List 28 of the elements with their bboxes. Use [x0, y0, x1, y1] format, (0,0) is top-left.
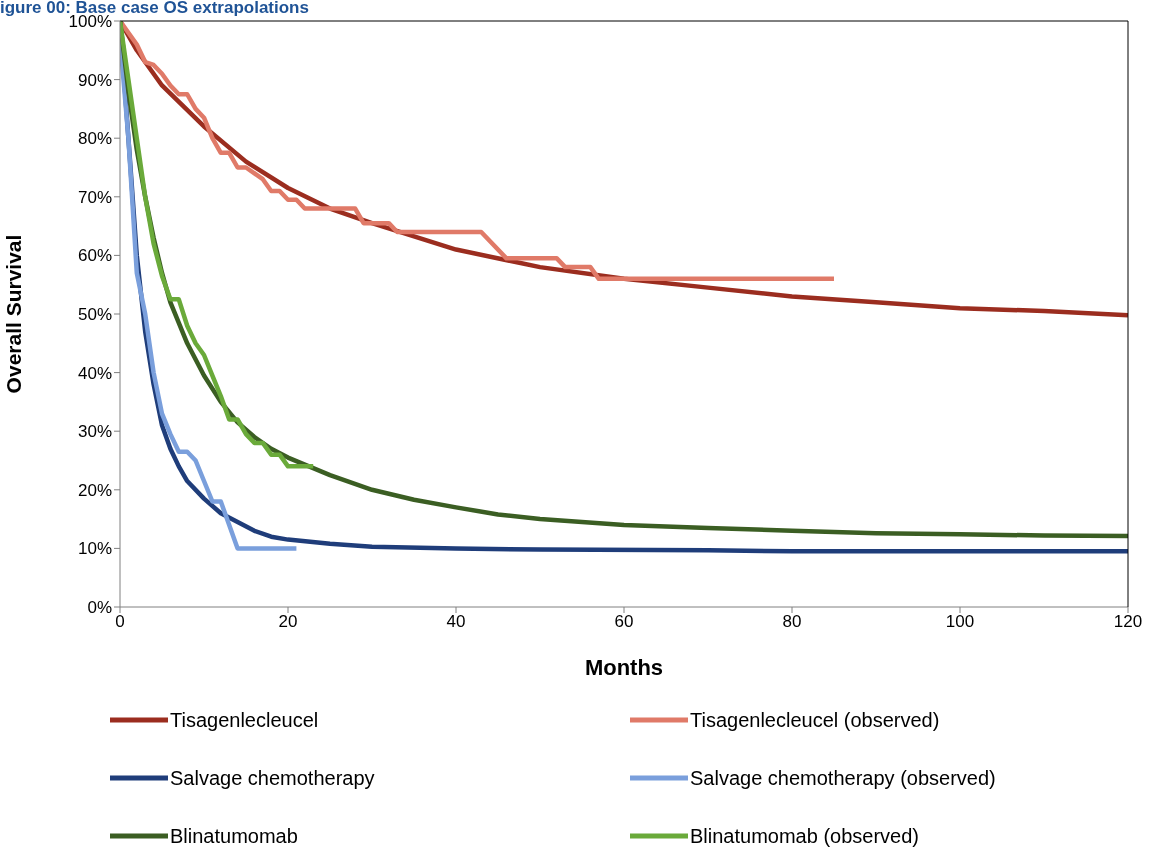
y-tick-label: 50%	[77, 305, 112, 325]
x-tick-label: 20	[278, 612, 298, 632]
x-tick-label: 120	[1113, 612, 1143, 632]
y-axis-title: Overall Survival	[2, 234, 26, 394]
y-tick-label: 20%	[77, 480, 112, 500]
legend-label: Tisagenlecleucel (observed)	[690, 708, 940, 732]
x-tick-label: 0	[115, 612, 125, 632]
x-tick-label: 60	[614, 612, 634, 632]
legend-label: Blinatumomab (observed)	[690, 824, 919, 848]
legend-label: Tisagenlecleucel	[170, 708, 319, 732]
legend-label: Salvage chemotherapy (observed)	[690, 766, 996, 790]
line-series	[120, 21, 837, 282]
y-tick-label: 0%	[87, 598, 112, 618]
legend-label: Blinatumomab	[170, 824, 298, 848]
y-tick-label: 70%	[77, 187, 112, 207]
x-axis-title: Months	[584, 655, 664, 680]
y-tick-label: 60%	[77, 246, 112, 266]
legend-label: Salvage chemotherapy	[170, 766, 375, 790]
line-series	[120, 21, 316, 469]
y-tick-label: 40%	[77, 363, 112, 383]
x-tick-label: 100	[945, 612, 975, 632]
y-tick-label: 30%	[77, 422, 112, 442]
y-tick-label: 80%	[77, 129, 112, 149]
y-tick-label: 90%	[77, 70, 112, 90]
y-tick-label: 10%	[77, 539, 112, 559]
x-tick-label: 40	[446, 612, 466, 632]
y-tick-label: 100%	[68, 12, 112, 32]
x-tick-label: 80	[782, 612, 802, 632]
